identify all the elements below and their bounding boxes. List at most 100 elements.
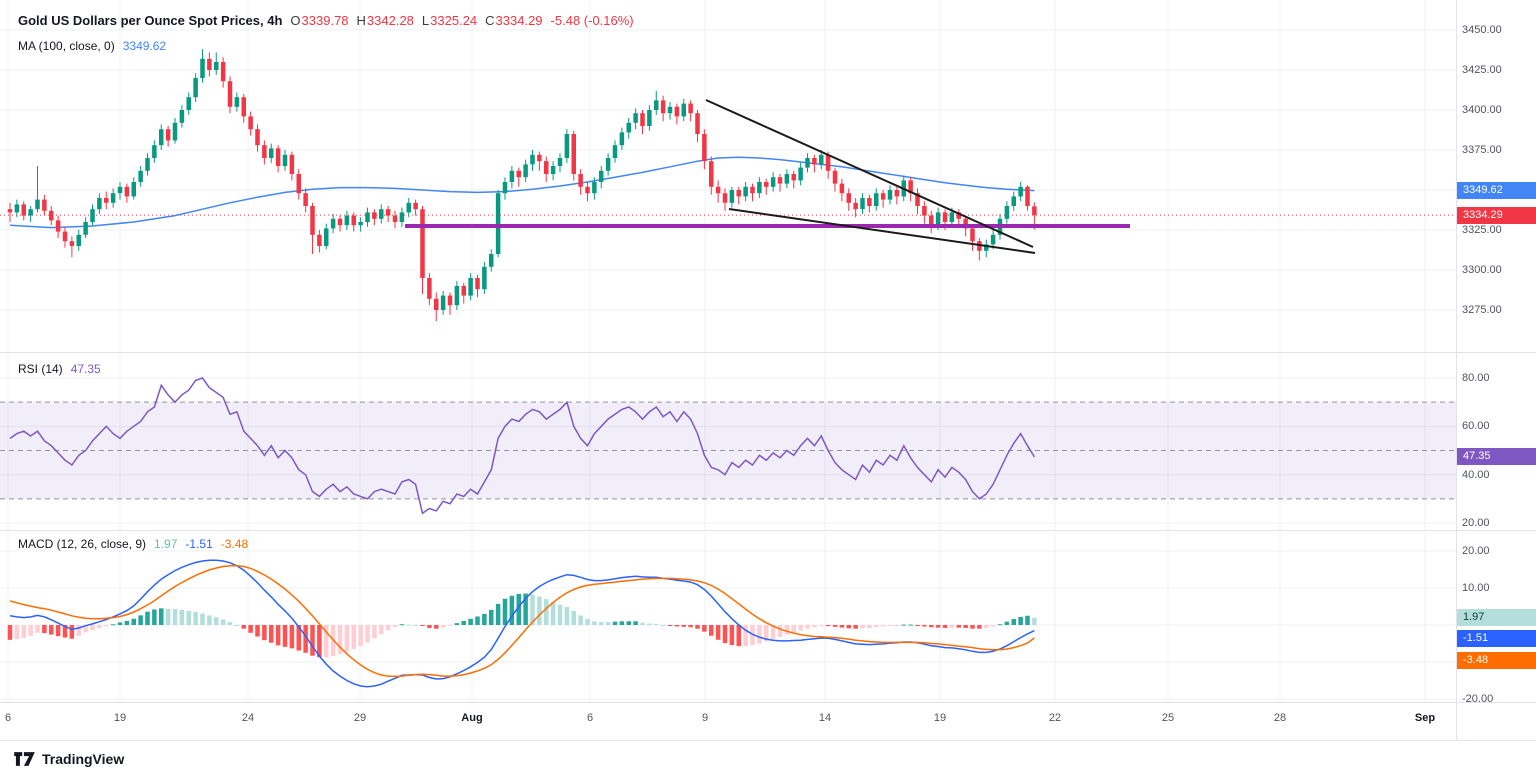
- candle-body: [922, 206, 927, 216]
- candle-body: [832, 170, 838, 184]
- macd-histogram-bar: [812, 625, 817, 628]
- candle-body: [495, 193, 501, 254]
- macd-histogram-bar: [688, 625, 693, 628]
- candle-body: [227, 81, 233, 107]
- macd-histogram-bar: [214, 617, 219, 625]
- macd-histogram-bar: [502, 598, 508, 625]
- rsi-value-badge: 47.35: [1457, 448, 1536, 465]
- macd-histogram-bar: [764, 625, 769, 642]
- macd-histogram-bar: [35, 625, 40, 633]
- macd-histogram-bar: [571, 610, 576, 625]
- macd-histogram-bar: [887, 625, 893, 626]
- candle-body: [715, 186, 721, 194]
- tradingview-logo-icon[interactable]: [14, 751, 35, 767]
- macd-histogram-bar: [784, 625, 790, 635]
- macd-histogram-bar: [757, 625, 762, 644]
- macd-signal-line: [9, 565, 1035, 678]
- candle-body: [1025, 186, 1030, 206]
- candle-body: [894, 190, 900, 197]
- symbol-title[interactable]: Gold US Dollars per Ounce Spot Prices, 4…: [18, 13, 283, 28]
- macd-histogram-bar: [179, 609, 185, 625]
- macd-histogram-bar: [922, 625, 927, 627]
- candle-body: [110, 193, 116, 203]
- candle-body: [76, 234, 81, 246]
- candle-body: [406, 202, 411, 213]
- ma-value-badge: 3349.62: [1457, 182, 1536, 199]
- candle-body: [337, 218, 343, 226]
- macd-histogram-bar: [674, 625, 680, 627]
- candle-body: [523, 164, 528, 178]
- macd-histogram-bar: [564, 606, 570, 625]
- macd-histogram-bar: [434, 625, 439, 629]
- macd-histogram-bar: [516, 593, 521, 625]
- candle-body: [172, 122, 178, 141]
- macd-histogram-bar: [385, 625, 391, 631]
- candle-body: [35, 199, 40, 210]
- macd-histogram-bar: [207, 615, 212, 625]
- macd-histogram-bar: [110, 624, 116, 626]
- macd-histogram-bar: [159, 608, 164, 625]
- candle-body: [117, 186, 123, 194]
- main-legend[interactable]: Gold US Dollars per Ounce Spot Prices, 4…: [18, 13, 634, 28]
- candle-body: [509, 170, 515, 182]
- macd-histogram-bar: [227, 622, 233, 625]
- candle-body: [956, 212, 961, 219]
- macd-histogram-bar: [69, 625, 75, 639]
- macd-legend[interactable]: MACD (12, 26, close, 9) 1.97 -1.51 -3.48: [18, 537, 248, 551]
- macd-histogram-bar: [729, 625, 735, 645]
- candle-body: [557, 158, 563, 166]
- macd-histogram-bar: [172, 609, 178, 625]
- candle-body: [860, 198, 865, 210]
- candle-body: [592, 182, 597, 194]
- candle-body: [214, 62, 219, 70]
- rsi-label: RSI (14): [18, 362, 63, 376]
- macd-histogram-bar: [310, 625, 315, 656]
- rsi-line: [9, 377, 1036, 515]
- candle-body: [736, 190, 741, 197]
- trendline[interactable]: [705, 99, 1034, 248]
- macd-histogram-bar: [468, 618, 473, 625]
- candle-body: [49, 210, 54, 221]
- macd-histogram-bar: [28, 625, 33, 636]
- candle-body: [612, 145, 618, 158]
- macd-histogram-bar: [351, 625, 356, 650]
- macd-histogram-bar: [715, 625, 721, 640]
- candle-body: [324, 228, 329, 246]
- candle-body: [104, 198, 109, 203]
- candle-body: [165, 129, 171, 141]
- macd-histogram-bar: [1032, 617, 1037, 625]
- macd-histogram-bar: [269, 625, 274, 643]
- macd-histogram-bar: [90, 625, 95, 631]
- candle-body: [90, 209, 95, 222]
- brand-text[interactable]: TradingView: [42, 751, 125, 767]
- candle-body: [55, 220, 61, 232]
- macd-histogram-bar: [530, 594, 535, 625]
- candle-body: [241, 97, 246, 117]
- candle-body: [942, 212, 948, 222]
- macd-histogram-bar: [324, 625, 329, 658]
- rsi-legend[interactable]: RSI (14) 47.35: [18, 362, 101, 376]
- candle-body: [69, 241, 75, 246]
- chart-canvas[interactable]: [0, 0, 1536, 741]
- candle-body: [21, 204, 26, 216]
- macd-hist-value: 1.97: [154, 537, 178, 551]
- macd-histogram-bar: [372, 625, 377, 639]
- macd-histogram-bar: [186, 610, 191, 625]
- candle-body: [578, 174, 583, 187]
- macd-histogram-bar: [97, 625, 102, 628]
- ma-legend[interactable]: MA (100, close, 0) 3349.62: [18, 39, 166, 53]
- candle-body: [626, 122, 631, 133]
- macd-histogram-bar: [647, 623, 652, 625]
- candle-body: [867, 198, 872, 206]
- candle-body: [764, 182, 769, 187]
- macd-histogram-bar: [702, 625, 707, 632]
- macd-histogram-bar: [592, 621, 597, 625]
- macd-histogram-bar: [915, 625, 920, 626]
- candle-body: [729, 190, 735, 203]
- candle-body: [935, 212, 941, 226]
- candle-body: [234, 97, 240, 107]
- candle-body: [248, 116, 253, 130]
- macd-histogram-bar: [599, 622, 604, 625]
- macd-histogram-bar: [303, 625, 308, 653]
- trendline[interactable]: [728, 208, 1036, 254]
